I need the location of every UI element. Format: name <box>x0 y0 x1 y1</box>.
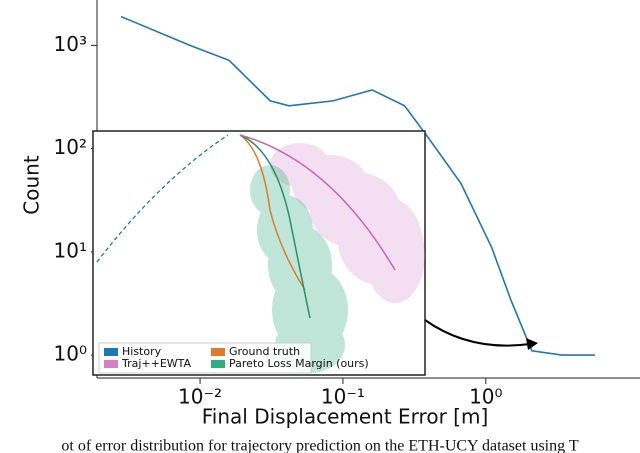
legend-swatch <box>104 360 118 368</box>
y-tick-label: 10⁰ <box>54 342 87 366</box>
x-tick-label: 10⁻¹ <box>321 385 365 409</box>
legend-label: Pareto Loss Margin (ours) <box>229 357 369 370</box>
arrow-head <box>526 338 538 350</box>
x-axis-label: Final Displacement Error [m] <box>202 405 489 429</box>
inset-frame <box>92 130 426 376</box>
inset-ours <box>239 134 311 319</box>
legend-label: Traj++EWTA <box>121 357 192 370</box>
data-line <box>120 15 595 356</box>
x-tick-label: 10⁰ <box>469 385 502 409</box>
inset-ground-truth <box>239 134 306 291</box>
x-tick-label: 10⁻² <box>178 385 222 409</box>
legend-box <box>98 342 312 374</box>
y-tick-label: 10¹ <box>54 238 87 262</box>
arrow <box>424 319 531 347</box>
inset-history <box>96 134 229 263</box>
legend-label: History <box>122 345 162 358</box>
legend-label: Ground truth <box>229 345 300 358</box>
inset-ewta <box>239 134 396 271</box>
legend: History Ground truth Traj++EWTA Pareto Loss… <box>104 345 369 370</box>
inset: History Ground truth Traj++EWTA Pareto Loss… <box>92 130 426 376</box>
legend-swatch <box>211 360 225 368</box>
y-axis-label: Count <box>20 155 44 215</box>
legend-swatch <box>211 348 225 356</box>
plot-area: 10⁰ 10¹ 10² 10³ 10⁻² 10⁻¹ 10⁰ <box>54 15 595 409</box>
caption: ot of error distribution for trajectory … <box>61 438 578 453</box>
legend-swatch <box>104 348 118 356</box>
y-tick-label: 10² <box>54 135 87 159</box>
y-tick-label: 10³ <box>54 32 87 56</box>
